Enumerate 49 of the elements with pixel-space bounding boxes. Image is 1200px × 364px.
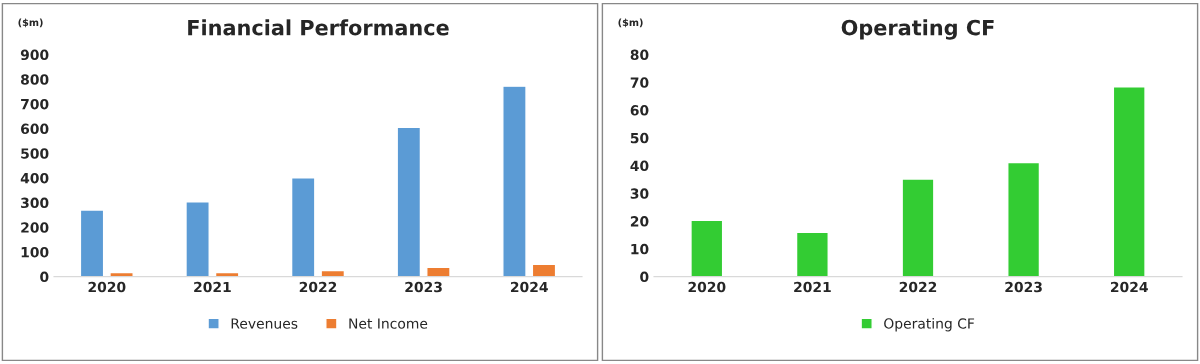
y-tick-label: 40 xyxy=(630,160,649,172)
y-tick-label: 800 xyxy=(21,74,49,85)
x-tick-label: 2023 xyxy=(405,281,442,293)
y-tick-label: 70 xyxy=(630,77,649,88)
y-tick-label: 50 xyxy=(630,132,649,144)
bar xyxy=(1112,86,1146,277)
y-axis-title: ($m) xyxy=(18,18,43,28)
bar xyxy=(290,177,316,277)
bar xyxy=(1007,161,1041,277)
x-tick-label: 2020 xyxy=(88,281,126,293)
y-tick-label: 900 xyxy=(20,49,49,61)
bar xyxy=(901,178,935,277)
legend-label: Revenues xyxy=(231,318,298,329)
x-tick-label: 2022 xyxy=(899,281,937,293)
y-tick-label: 600 xyxy=(21,123,49,135)
y-tick-label: 300 xyxy=(21,197,49,209)
x-tick-label: 2022 xyxy=(299,281,337,293)
y-tick-label: 30 xyxy=(630,188,649,199)
legend-label: Operating CF xyxy=(884,318,975,332)
bar xyxy=(426,266,451,277)
bar xyxy=(502,85,527,277)
y-tick-label: 400 xyxy=(20,172,49,184)
legend-label: Net Income xyxy=(349,318,428,329)
bar xyxy=(320,269,346,277)
bar xyxy=(185,201,210,277)
y-tick-label: 80 xyxy=(630,49,649,61)
chart-title: Financial Performance xyxy=(188,19,449,36)
y-tick-label: 20 xyxy=(630,216,649,227)
x-tick-label: 2021 xyxy=(194,281,231,293)
chart-title: Operating CF xyxy=(841,19,994,40)
y-tick-label: 0 xyxy=(640,271,649,283)
y-axis-title: ($m) xyxy=(618,18,643,28)
x-tick-label: 2020 xyxy=(688,281,726,293)
bar xyxy=(690,219,724,277)
x-tick-label: 2024 xyxy=(1110,281,1148,293)
x-tick-label: 2023 xyxy=(1005,281,1042,293)
bar xyxy=(531,263,557,277)
y-tick-label: 100 xyxy=(21,246,49,258)
y-tick-label: 500 xyxy=(21,148,49,159)
x-tick-label: 2024 xyxy=(510,281,548,293)
y-tick-label: 0 xyxy=(40,271,49,283)
bar xyxy=(79,209,105,277)
bar xyxy=(795,231,829,277)
y-tick-label: 200 xyxy=(21,222,49,233)
y-tick-label: 700 xyxy=(21,98,49,110)
bar xyxy=(396,126,422,277)
y-tick-label: 60 xyxy=(630,105,649,116)
x-tick-label: 2021 xyxy=(794,281,831,293)
y-tick-label: 10 xyxy=(631,243,649,255)
